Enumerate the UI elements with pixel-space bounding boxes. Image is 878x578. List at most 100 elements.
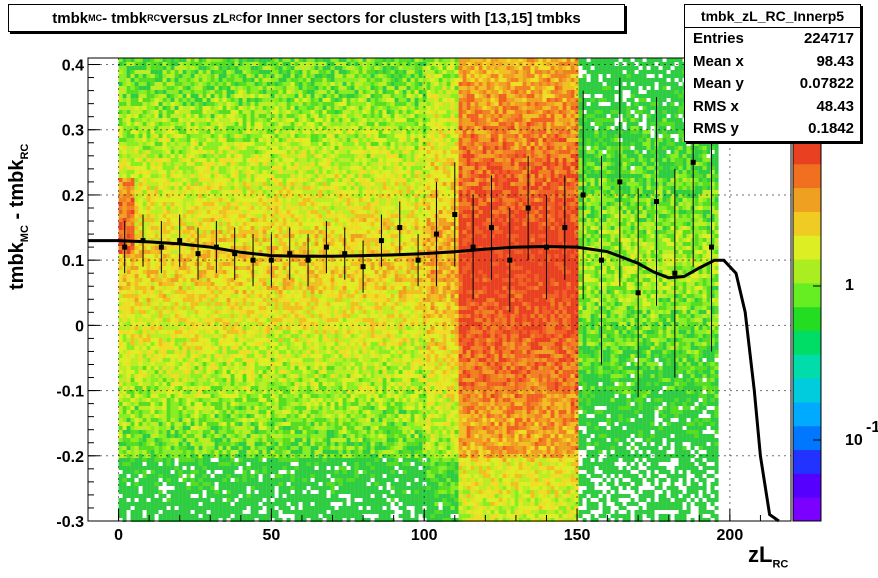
heatmap-cell bbox=[270, 418, 275, 422]
heatmap-cell bbox=[294, 62, 299, 66]
heatmap-cell bbox=[250, 422, 255, 426]
heatmap-cell bbox=[286, 366, 291, 370]
heatmap-cell bbox=[278, 130, 283, 134]
heatmap-cell bbox=[206, 98, 211, 102]
heatmap-cell bbox=[170, 102, 175, 106]
heatmap-cell bbox=[122, 86, 127, 90]
heatmap-cell bbox=[278, 318, 283, 322]
heatmap-cell bbox=[130, 334, 135, 338]
heatmap-cell bbox=[178, 86, 183, 90]
heatmap-cell bbox=[170, 314, 175, 318]
heatmap-cell bbox=[158, 174, 163, 178]
heatmap-cell bbox=[146, 446, 151, 450]
heatmap-cell bbox=[254, 62, 259, 66]
heatmap-cell bbox=[134, 350, 139, 354]
heatmap-cell bbox=[226, 478, 231, 482]
heatmap-cell bbox=[250, 518, 255, 522]
heatmap-cell bbox=[194, 202, 199, 206]
heatmap-cell bbox=[174, 126, 179, 130]
heatmap-cell bbox=[278, 378, 283, 382]
heatmap-cell bbox=[218, 214, 223, 218]
heatmap-cell bbox=[194, 450, 199, 454]
heatmap-cell bbox=[274, 194, 279, 198]
heatmap-cell bbox=[190, 66, 195, 70]
heatmap-cell bbox=[190, 450, 195, 454]
heatmap-cell bbox=[230, 498, 235, 502]
heatmap-cell bbox=[278, 302, 283, 306]
heatmap-cell bbox=[254, 82, 259, 86]
heatmap-cell bbox=[270, 146, 275, 150]
heatmap-cell bbox=[154, 278, 159, 282]
heatmap-cell bbox=[202, 454, 207, 458]
heatmap-cell bbox=[162, 166, 167, 170]
heatmap-cell bbox=[190, 142, 195, 146]
heatmap-cell bbox=[158, 334, 163, 338]
heatmap-cell bbox=[238, 98, 243, 102]
heatmap-cell bbox=[178, 294, 183, 298]
heatmap-cell bbox=[146, 238, 151, 242]
heatmap-cell bbox=[142, 410, 147, 414]
heatmap-cell bbox=[286, 186, 291, 190]
heatmap-cell bbox=[154, 258, 159, 262]
heatmap-cell bbox=[270, 390, 275, 394]
heatmap-cell bbox=[250, 58, 255, 62]
heatmap-cell bbox=[146, 374, 151, 378]
heatmap-cell bbox=[174, 230, 179, 234]
heatmap-cell bbox=[226, 82, 231, 86]
heatmap-cell bbox=[186, 490, 191, 494]
heatmap-cell bbox=[178, 502, 183, 506]
heatmap-cell bbox=[146, 222, 151, 226]
heatmap-cell bbox=[130, 226, 135, 230]
heatmap-cell bbox=[186, 470, 191, 474]
heatmap-cell bbox=[218, 350, 223, 354]
heatmap-cell bbox=[238, 318, 243, 322]
heatmap-cell bbox=[190, 338, 195, 342]
heatmap-cell bbox=[250, 386, 255, 390]
heatmap-cell bbox=[274, 482, 279, 486]
heatmap-cell bbox=[266, 190, 271, 194]
heatmap-cell bbox=[178, 198, 183, 202]
heatmap-cell bbox=[170, 406, 175, 410]
heatmap-cell bbox=[150, 434, 155, 438]
heatmap-cell bbox=[198, 186, 203, 190]
heatmap-cell bbox=[182, 286, 187, 290]
heatmap-cell bbox=[130, 102, 135, 106]
heatmap-cell bbox=[174, 134, 179, 138]
heatmap-cell bbox=[166, 406, 171, 410]
heatmap-cell bbox=[266, 262, 271, 266]
heatmap-cell bbox=[162, 314, 167, 318]
heatmap-cell bbox=[262, 98, 267, 102]
heatmap-cell bbox=[210, 378, 215, 382]
heatmap-cell bbox=[154, 206, 159, 210]
heatmap-cell bbox=[134, 366, 139, 370]
heatmap-cell bbox=[118, 270, 123, 274]
heatmap-cell bbox=[274, 314, 279, 318]
heatmap-cell bbox=[210, 234, 215, 238]
heatmap-cell bbox=[118, 122, 123, 126]
heatmap-cell bbox=[218, 330, 223, 334]
heatmap-cell bbox=[174, 286, 179, 290]
heatmap-cell bbox=[290, 434, 295, 438]
heatmap-cell bbox=[206, 206, 211, 210]
heatmap-cell bbox=[210, 214, 215, 218]
heatmap-cell bbox=[210, 426, 215, 430]
heatmap-cell bbox=[122, 426, 127, 430]
heatmap-cell bbox=[286, 238, 291, 242]
heatmap-cell bbox=[202, 462, 207, 466]
heatmap-cell bbox=[290, 178, 295, 182]
heatmap-cell bbox=[146, 62, 151, 66]
heatmap-cell bbox=[182, 238, 187, 242]
heatmap-cell bbox=[190, 210, 195, 214]
heatmap-cell bbox=[162, 250, 167, 254]
heatmap-cell bbox=[214, 178, 219, 182]
heatmap-cell bbox=[130, 442, 135, 446]
heatmap-cell bbox=[206, 426, 211, 430]
heatmap-cell bbox=[138, 438, 143, 442]
heatmap-cell bbox=[142, 174, 147, 178]
heatmap-cell bbox=[226, 318, 231, 322]
heatmap-cell bbox=[182, 142, 187, 146]
heatmap-cell bbox=[242, 266, 247, 270]
heatmap-cell bbox=[150, 438, 155, 442]
heatmap-cell bbox=[166, 386, 171, 390]
heatmap-cell bbox=[210, 114, 215, 118]
